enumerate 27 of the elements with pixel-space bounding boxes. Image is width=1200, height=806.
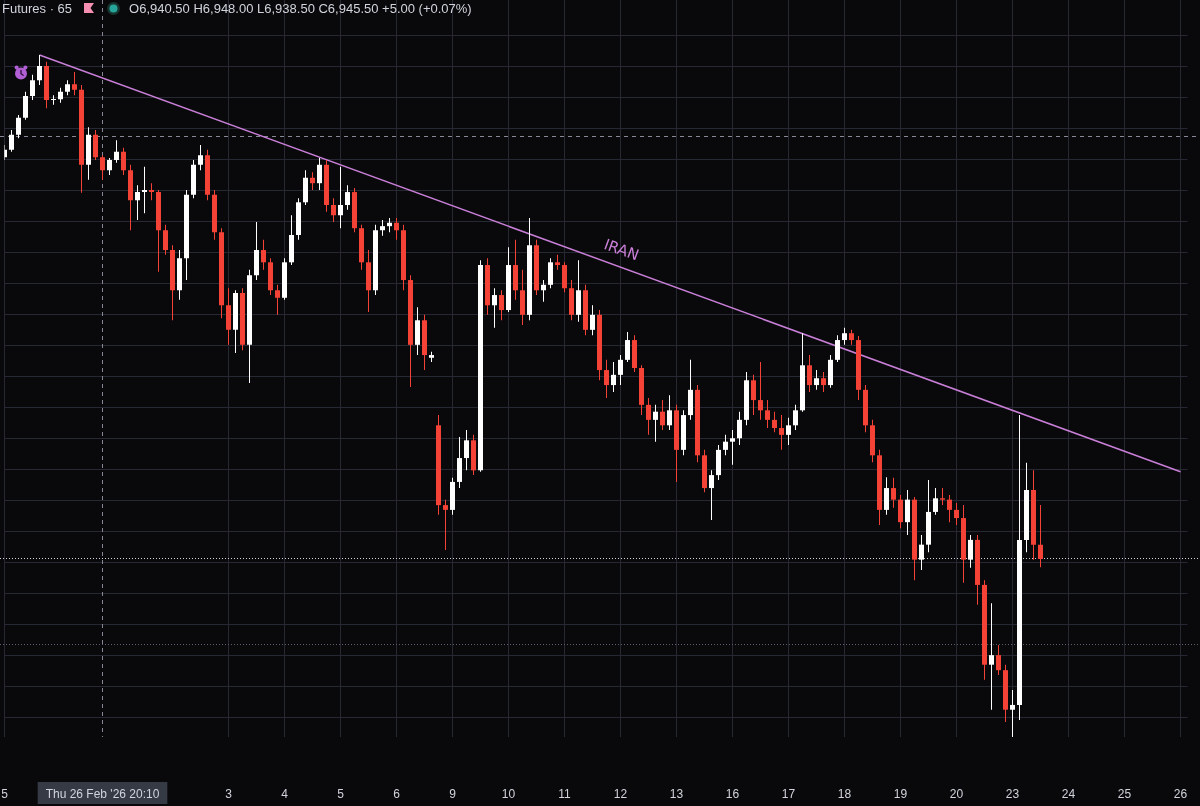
text: IRAN bbox=[601, 235, 642, 265]
x-tick-label: 3 bbox=[225, 786, 233, 801]
x-tick-label: 9 bbox=[449, 786, 457, 801]
candlestick bbox=[443, 499, 448, 551]
x-tick-label: 26 bbox=[1173, 786, 1188, 801]
x-tick-label: 17 bbox=[781, 786, 796, 801]
x-tick-label: 13 bbox=[669, 786, 684, 801]
chart-subtitle: O6,940.50 H6,948.00 L6,938.50 C6,945.50 +5.00 (+0.07%) bbox=[129, 0, 472, 16]
candlestick bbox=[142, 166, 147, 214]
x-tick-label: 23 bbox=[1005, 786, 1020, 801]
x-tick-label: Thu 26 Feb '26 20:10 bbox=[45, 786, 160, 801]
candlestick bbox=[989, 603, 994, 710]
x-tick-label: 18 bbox=[837, 786, 852, 801]
candlestick bbox=[51, 95, 56, 105]
x-tick-label: 4 bbox=[281, 786, 289, 801]
x-tick-label: 20 bbox=[949, 786, 964, 801]
x-tick-label: 25 bbox=[1117, 786, 1132, 801]
x-tick-label: 5 bbox=[337, 786, 345, 801]
x-tick-label: 16 bbox=[725, 786, 740, 801]
x-tick-label: 5 bbox=[1, 786, 9, 801]
x-tick-label: 24 bbox=[1061, 786, 1076, 801]
x-tick-label: 19 bbox=[893, 786, 908, 801]
x-tick-label: 6 bbox=[393, 786, 401, 801]
x-tick-label: 12 bbox=[613, 786, 628, 801]
x-tick-label: 11 bbox=[558, 786, 572, 801]
x-tick-label: 10 bbox=[501, 786, 516, 801]
chart-title: Futures · 65 bbox=[2, 0, 73, 16]
